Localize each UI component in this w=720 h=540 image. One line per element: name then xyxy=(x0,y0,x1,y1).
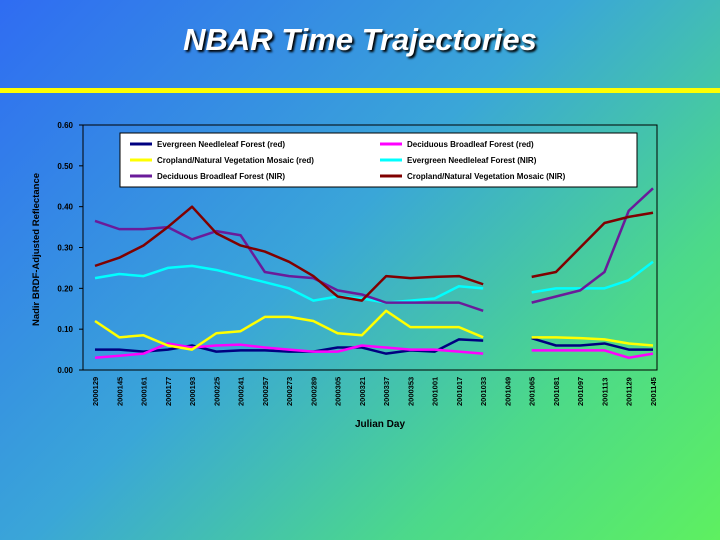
series-line xyxy=(94,187,654,312)
y-axis-label: Nadir BRDF-Adjusted Reflectance xyxy=(31,173,42,326)
y-tick-label: 0.00 xyxy=(57,366,73,375)
series-line xyxy=(94,342,654,359)
x-tick-label: 2001129 xyxy=(625,377,634,406)
legend-label: Evergreen Needleleaf Forest (NIR) xyxy=(407,156,537,165)
series-line xyxy=(94,309,654,351)
x-tick-label: 2001145 xyxy=(649,377,658,406)
x-tick-label: 2000353 xyxy=(406,377,415,406)
x-tick-label: 2001049 xyxy=(503,377,512,406)
x-tick-label: 2000321 xyxy=(358,377,367,406)
x-tick-label: 2001113 xyxy=(600,378,609,406)
x-tick-label: 2000177 xyxy=(164,377,173,406)
series-line xyxy=(94,205,654,302)
legend-label: Deciduous Broadleaf Forest (NIR) xyxy=(157,172,285,181)
x-tick-label: 2001065 xyxy=(528,377,537,406)
y-tick-label: 0.30 xyxy=(57,244,73,253)
x-tick-label: 2000193 xyxy=(188,377,197,406)
y-tick-label: 0.40 xyxy=(57,203,73,212)
x-tick-label: 2000273 xyxy=(285,377,294,406)
legend-label: Evergreen Needleleaf Forest (red) xyxy=(157,140,285,149)
title-rule xyxy=(0,88,720,93)
slide-title: NBAR Time Trajectories xyxy=(183,22,537,57)
x-tick-label: 2000337 xyxy=(382,377,391,406)
y-tick-label: 0.10 xyxy=(57,325,73,334)
x-tick-label: 2001097 xyxy=(576,377,585,406)
x-tick-label: 2000305 xyxy=(334,377,343,406)
y-tick-label: 0.20 xyxy=(57,284,73,293)
x-tick-label: 2000161 xyxy=(140,377,149,406)
y-tick-label: 0.50 xyxy=(57,162,73,171)
x-axis-label: Julian Day xyxy=(355,419,405,430)
x-tick-label: 2000129 xyxy=(91,377,100,406)
x-tick-label: 2001081 xyxy=(552,377,561,406)
x-tick-label: 2001001 xyxy=(431,377,440,406)
x-tick-label: 2000225 xyxy=(212,377,221,406)
legend-label: Cropland/Natural Vegetation Mosaic (red) xyxy=(157,156,314,165)
x-tick-label: 2000241 xyxy=(237,377,246,406)
legend-label: Cropland/Natural Vegetation Mosaic (NIR) xyxy=(407,172,566,181)
x-tick-label: 2001033 xyxy=(479,377,488,406)
x-tick-label: 2000289 xyxy=(309,377,318,406)
x-tick-label: 2000257 xyxy=(261,377,270,406)
legend-box xyxy=(119,132,638,188)
x-tick-label: 2001017 xyxy=(455,377,464,406)
series-line xyxy=(94,260,654,304)
y-tick-label: 0.60 xyxy=(57,121,73,130)
x-tick-label: 2000145 xyxy=(115,377,124,406)
legend-label: Deciduous Broadleaf Forest (red) xyxy=(407,140,534,149)
